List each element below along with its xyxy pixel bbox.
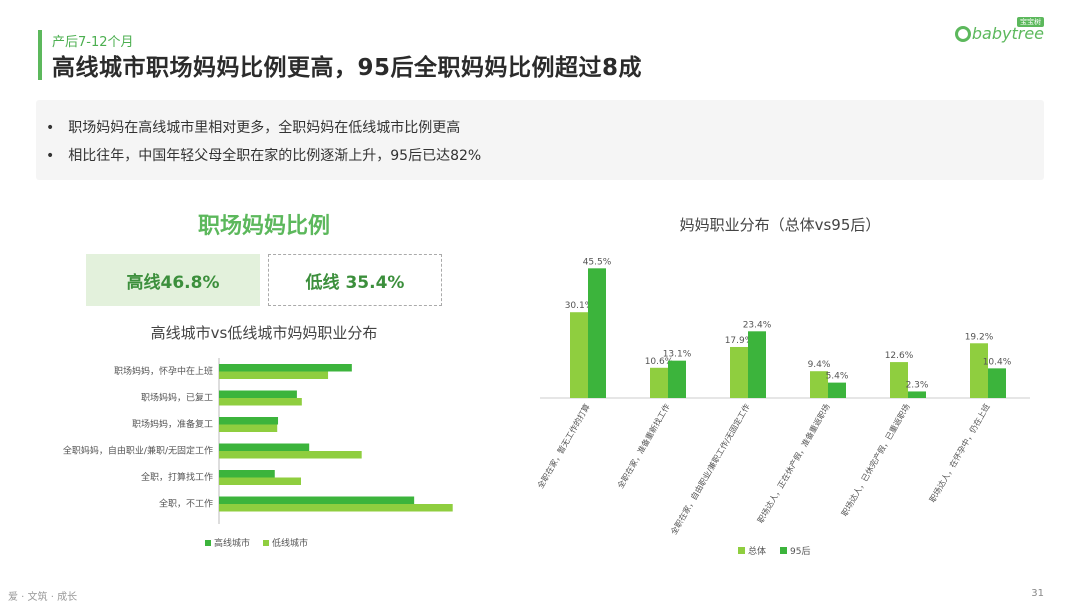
bar-post95 xyxy=(988,368,1006,398)
category-label: 全职在家，准备重新找工作 xyxy=(615,402,672,490)
category-label: 职场达人，已休完产假，已重返职场 xyxy=(839,402,912,518)
bar-overall xyxy=(570,312,588,398)
bar-high-tier xyxy=(219,417,279,425)
data-label: 23.4% xyxy=(743,320,772,330)
legend-label: 低线城市 xyxy=(272,537,308,549)
footer-watermark: 爱 · 文筑 · 成长 xyxy=(8,592,78,603)
logo-text: babytree xyxy=(971,24,1044,43)
bar-high-tier xyxy=(219,470,275,478)
bar-high-tier xyxy=(219,364,352,372)
bar-overall xyxy=(730,346,748,398)
data-label: 17.9% xyxy=(725,336,754,346)
logo-tag: 宝宝树 xyxy=(1017,17,1044,27)
right-chart-title: 妈妈职业分布（总体vs95后） xyxy=(679,216,881,234)
category-label: 职场妈妈，已复工 xyxy=(141,392,213,404)
title-accent-bar xyxy=(38,30,42,80)
category-label: 职场达人，正在休产假，准备重返职场 xyxy=(755,402,832,525)
bar-high-tier xyxy=(219,443,310,451)
bar-overall xyxy=(890,362,908,398)
bar-low-tier xyxy=(219,451,362,459)
logo-icon xyxy=(954,25,971,42)
page-title: 高线城市职场妈妈比例更高，95后全职妈妈比例超过8成 xyxy=(52,55,643,81)
category-label: 职场妈妈，怀孕中在上班 xyxy=(114,365,213,377)
data-label: 10.4% xyxy=(983,357,1012,367)
legend-swatch xyxy=(205,540,211,546)
category-label: 全职，不工作 xyxy=(159,498,213,510)
left-chart-title: 高线城市vs低线城市妈妈职业分布 xyxy=(150,324,378,342)
bar-post95 xyxy=(668,360,686,398)
data-label: 2.3% xyxy=(906,380,929,390)
summary-box: 职场妈妈在高线城市里相对更多，全职妈妈在低线城市比例更高 相比往年，中国年轻父母… xyxy=(36,100,1044,180)
babytree-logo: babytree 宝宝树 xyxy=(954,17,1044,43)
bar-post95 xyxy=(828,382,846,398)
category-label: 职场达人，在怀孕中，仍在上班 xyxy=(927,402,992,504)
data-label: 45.5% xyxy=(583,257,612,267)
legend-label: 95后 xyxy=(790,546,810,557)
category-label: 全职在家，暂无工作的打算 xyxy=(535,402,592,490)
category-label: 全职在家，自由职业/兼职工作/无固定工作 xyxy=(668,402,751,536)
bar-low-tier xyxy=(219,371,329,379)
data-label: 9.4% xyxy=(808,360,831,370)
legend-swatch xyxy=(780,547,787,554)
bar-low-tier xyxy=(219,424,278,432)
bar-overall xyxy=(810,371,828,398)
bar-high-tier xyxy=(219,496,415,504)
data-label: 5.4% xyxy=(826,372,849,382)
data-label: 13.1% xyxy=(663,350,692,360)
category-label: 全职，打算找工作 xyxy=(141,471,213,483)
bar-post95 xyxy=(748,331,766,398)
legend-swatch xyxy=(738,547,745,554)
low-tier-ratio-box: 低线 35.4% xyxy=(268,254,442,306)
legend-swatch xyxy=(263,540,269,546)
right-bar-chart: 30.1% 45.5% 全职在家，暂无工作的打算 10.6%13.1% 全职在家，准备重… xyxy=(535,257,1030,557)
bullet-item: 相比往年，中国年轻父母全职在家的比例逐渐上升，95后已达82% xyxy=(46,142,1044,170)
bar-high-tier xyxy=(219,390,297,398)
legend-label: 总体 xyxy=(748,545,766,557)
bar-overall xyxy=(970,343,988,398)
bullet-item: 职场妈妈在高线城市里相对更多，全职妈妈在低线城市比例更高 xyxy=(46,114,1044,142)
bar-post95 xyxy=(908,391,926,398)
bar-low-tier xyxy=(219,504,453,512)
page-number: 31 xyxy=(1031,588,1044,599)
high-tier-ratio-box: 高线46.8% xyxy=(86,254,260,306)
data-label: 12.6% xyxy=(885,351,914,361)
legend-label: 高线城市 xyxy=(214,537,250,549)
ratio-title: 职场妈妈比例 xyxy=(197,214,330,239)
bar-low-tier xyxy=(219,477,301,485)
left-bar-chart: 职场妈妈，怀孕中在上班职场妈妈，已复工职场妈妈，准备复工全职妈妈，自由职业/兼职… xyxy=(63,358,453,549)
data-label: 10.6% xyxy=(645,357,674,367)
page-subtitle: 产后7-12个月 xyxy=(52,35,134,50)
bar-post95 xyxy=(588,268,606,398)
data-label: 30.1% xyxy=(565,301,594,311)
category-label: 全职妈妈，自由职业/兼职/无固定工作 xyxy=(63,445,213,457)
bar-overall xyxy=(650,367,668,398)
bar-low-tier xyxy=(219,398,302,406)
data-label: 19.2% xyxy=(965,332,994,342)
category-label: 职场妈妈，准备复工 xyxy=(132,418,213,430)
